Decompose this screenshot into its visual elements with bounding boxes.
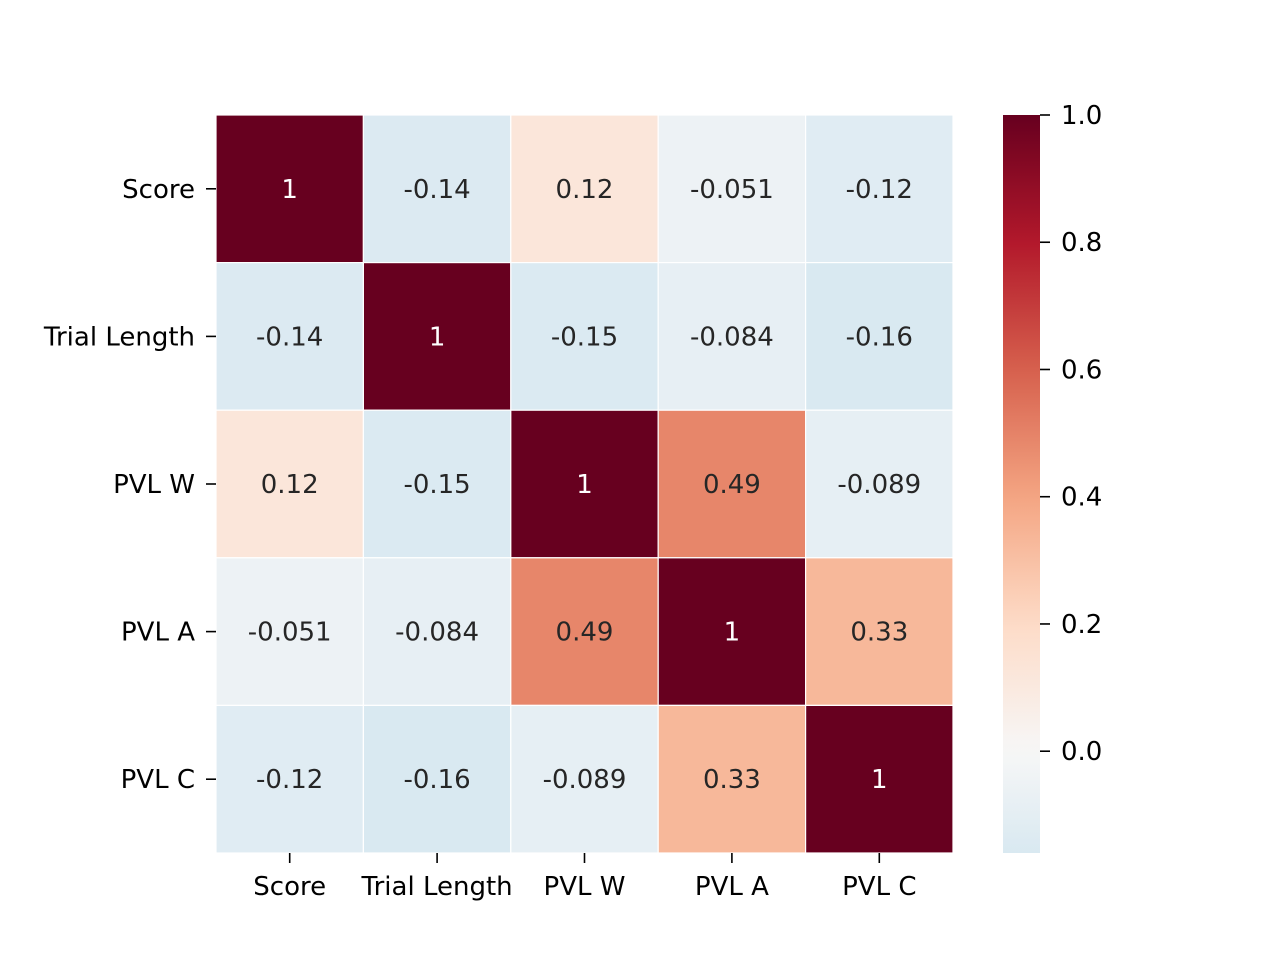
heatmap-cell-r4-c1 (362, 704, 512, 854)
cell-annotation-r2-c2: 1 (576, 470, 593, 500)
heatmap-cell-r3-c2 (510, 557, 659, 706)
y-axis: Score Trial Length PVL W PVL A PVL C (43, 175, 216, 795)
x-axis: Score Trial Length PVL W PVL A PVL C (253, 853, 916, 902)
heatmap-cell-r2-c2 (510, 409, 659, 559)
colorbar-tick-label-4: 0.8 (1061, 228, 1102, 258)
cell-annotation-r1-c0: -0.14 (256, 322, 323, 352)
colorbar-tick-label-0: 0.0 (1061, 737, 1102, 767)
heatmap-cell-r0-c0 (215, 114, 364, 264)
heatmap-cell-r2-c3 (657, 409, 807, 559)
x-tick-label-4: PVL C (842, 872, 916, 902)
heatmap-cell-r3-c3 (657, 557, 807, 706)
y-tick-label-4: PVL C (121, 765, 195, 795)
cell-annotation-r0-c3: -0.051 (690, 175, 774, 205)
cell-annotation-r4-c0: -0.12 (256, 765, 323, 795)
cell-annotation-r1-c3: -0.084 (690, 322, 774, 352)
colorbar-tick-label-1: 0.2 (1061, 610, 1102, 640)
heatmap-cell-r0-c4 (804, 114, 954, 264)
cell-annotation-r1-c4: -0.16 (846, 322, 913, 352)
cell-annotation-r2-c0: 0.12 (261, 470, 319, 500)
cell-annotation-r2-c3: 0.49 (703, 470, 761, 500)
heatmap-cell-r1-c0 (215, 262, 364, 411)
cell-annotation-r3-c4: 0.33 (850, 618, 908, 648)
cell-annotation-r0-c4: -0.12 (846, 175, 913, 205)
cell-annotation-r0-c1: -0.14 (403, 175, 470, 205)
heatmap-annotations: 1 -0.14 0.12 -0.051 -0.12 -0.14 1 -0.15 -0.084 -0… (248, 175, 921, 795)
cell-annotation-r2-c1: -0.15 (403, 470, 470, 500)
heatmap-cell-r4-c0 (215, 704, 364, 854)
heatmap-cell-r1-c4 (804, 262, 954, 411)
heatmap-cells (215, 114, 954, 854)
cell-annotation-r0-c2: 0.12 (556, 175, 614, 205)
colorbar-tick-label-2: 0.4 (1061, 483, 1102, 513)
heatmap-cell-r4-c4 (804, 704, 954, 854)
heatmap-cell-r4-c2 (510, 704, 659, 854)
heatmap-cell-r3-c1 (362, 557, 512, 706)
colorbar: 0.0 0.2 0.4 0.6 0.8 1.0 (1003, 101, 1102, 853)
heatmap-cell-r0-c2 (510, 114, 659, 264)
x-tick-label-1: Trial Length (361, 872, 513, 902)
y-tick-label-1: Trial Length (43, 322, 195, 352)
cell-annotation-r3-c1: -0.084 (395, 618, 479, 648)
colorbar-tick-label-3: 0.6 (1061, 355, 1102, 385)
y-tick-label-2: PVL W (113, 470, 195, 500)
x-tick-label-3: PVL A (695, 872, 769, 902)
y-tick-label-3: PVL A (121, 618, 195, 648)
cell-annotation-r3-c3: 1 (724, 618, 741, 648)
cell-annotation-r4-c1: -0.16 (403, 765, 470, 795)
y-tick-label-0: Score (122, 175, 195, 205)
heatmap-cell-r1-c2 (510, 262, 659, 411)
cell-annotation-r3-c2: 0.49 (556, 618, 614, 648)
cell-annotation-r0-c0: 1 (281, 175, 298, 205)
cell-annotation-r3-c0: -0.051 (248, 618, 332, 648)
cell-annotation-r1-c2: -0.15 (551, 322, 618, 352)
cell-annotation-r4-c2: -0.089 (543, 765, 627, 795)
cell-annotation-r4-c4: 1 (871, 765, 888, 795)
heatmap-cell-r3-c4 (804, 557, 954, 706)
heatmap-cell-r0-c1 (362, 114, 512, 264)
colorbar-tick-label-5: 1.0 (1061, 101, 1102, 131)
x-tick-label-2: PVL W (544, 872, 626, 902)
cell-annotation-r4-c3: 0.33 (703, 765, 761, 795)
cell-annotation-r2-c4: -0.089 (837, 470, 921, 500)
heatmap-cell-r2-c1 (362, 409, 512, 559)
cell-annotation-r1-c1: 1 (429, 322, 446, 352)
heatmap-cell-r0-c3 (657, 114, 807, 264)
colorbar-gradient (1003, 115, 1040, 853)
heatmap-cell-r2-c4 (804, 409, 954, 559)
x-tick-label-0: Score (253, 872, 326, 902)
